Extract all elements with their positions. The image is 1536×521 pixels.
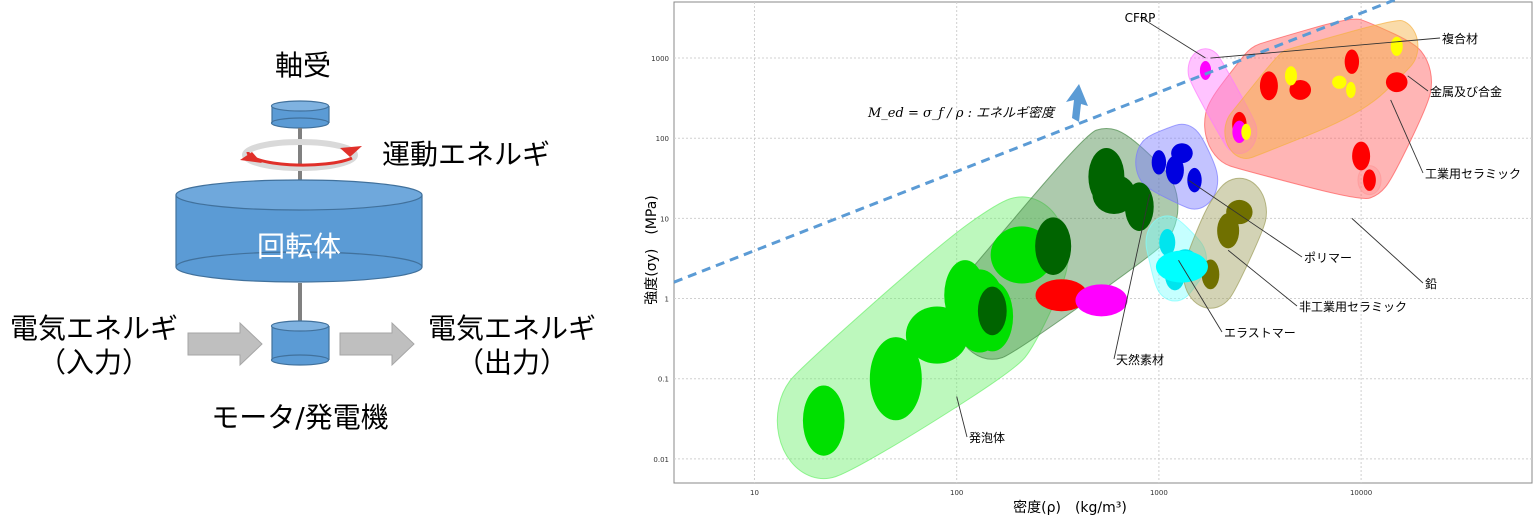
callout-leader (1113, 194, 1151, 360)
energy-density-label: M_ed = σ_f / ρ : エネルギ密度 (867, 105, 1056, 121)
callout-leader (1210, 37, 1441, 59)
output-energy-sublabel: （出力） (456, 346, 568, 379)
region-8 (1224, 19, 1419, 159)
y-tick-label: 1 (665, 296, 669, 304)
material-mark (1035, 217, 1072, 275)
callout-label: 複合材 (1442, 31, 1478, 46)
x-tick-label: 10 (750, 489, 759, 497)
material-mark (1199, 60, 1212, 80)
callout-label: エラストマー (1224, 326, 1296, 340)
material-mark (1289, 80, 1312, 100)
callout-label: 非工業用セラミック (1299, 300, 1407, 314)
callout-label: 金属及び合金 (1430, 84, 1502, 99)
rotor-body (175, 179, 423, 283)
material-mark (1241, 123, 1251, 140)
callout-leader (1178, 260, 1223, 333)
callout-leader (1139, 16, 1206, 59)
callout-leader (1227, 249, 1298, 307)
kinetic-energy-label: 運動エネルギ (382, 138, 550, 171)
material-mark (1165, 155, 1184, 185)
energy-density-line (673, 0, 1399, 284)
bearing-cylinder (270, 100, 330, 129)
motor-generator-label: モータ/発電機 (211, 401, 388, 434)
material-mark (1346, 81, 1356, 99)
material-mark (1385, 72, 1408, 93)
callout-leader (956, 396, 968, 438)
guide-line (673, 0, 1399, 284)
material-mark (1088, 147, 1125, 206)
callout-label: 天然素材 (1116, 352, 1164, 367)
y-tick-label: 100 (656, 135, 669, 143)
material-mark (1226, 199, 1253, 225)
bearing-label: 軸受 (275, 49, 331, 82)
material-mark (1332, 75, 1347, 89)
direction-arrow-icon (1066, 84, 1088, 122)
input-energy-sublabel: （入力） (38, 346, 150, 379)
material-mark (802, 385, 845, 456)
x-tick-label: 100 (950, 489, 963, 497)
y-axis-label: 強度(σy) (MPa) (644, 195, 660, 304)
material-mark (1284, 66, 1297, 86)
y-tick-label: 0.1 (658, 376, 669, 384)
callout-leader (1390, 99, 1424, 174)
flywheel-diagram: 軸受 運動エネルギ 回転体 電気エネルギ （入力） (10, 49, 596, 434)
material-mark (1171, 143, 1193, 164)
material-mark (869, 337, 922, 421)
material-mark (1187, 167, 1202, 193)
callout-label: CFRP (1125, 11, 1156, 25)
motor-cylinder (270, 320, 330, 366)
x-tick-label: 1000 (1150, 489, 1168, 497)
output-arrow-icon (339, 321, 415, 367)
material-regions (776, 18, 1432, 480)
axis-ticks: 10 100 1000 10000 0.01 0.1 1 10 100 1000 (651, 55, 1372, 497)
material-mark (1151, 150, 1167, 175)
material-mark (1124, 182, 1154, 231)
rotation-arrow-icon (240, 139, 362, 171)
material-mark (1363, 169, 1376, 191)
material-mark (977, 286, 1007, 336)
material-mark (1035, 279, 1088, 312)
material-mark (1159, 229, 1176, 256)
material-mark (1390, 36, 1403, 56)
material-mark (1344, 49, 1360, 74)
callouts: CFRP 複合材金属及び合金工業用セラミックポリマー鉛非工業用セラミックエラストマ… (956, 11, 1521, 445)
y-tick-label: 1000 (651, 55, 669, 63)
callout-leader (1188, 179, 1303, 258)
plot-frame (673, 1, 1533, 484)
rotor-label: 回転体 (257, 230, 341, 263)
material-mark (1075, 284, 1128, 317)
material-mark (1352, 141, 1371, 171)
callout-leader (1351, 218, 1424, 284)
y-tick-label: 10 (660, 215, 669, 223)
x-tick-label: 10000 (1350, 489, 1372, 497)
callout-label: 発泡体 (969, 431, 1005, 445)
callout-label: 工業用セラミック (1425, 167, 1521, 181)
material-marks (802, 36, 1408, 456)
material-mark (1259, 71, 1278, 101)
output-energy-label: 電気エネルギ (428, 312, 596, 345)
callout-label: 鉛 (1425, 277, 1437, 291)
ashby-chart: CFRP 複合材金属及び合金工業用セラミックポリマー鉛非工業用セラミックエラストマ… (644, 0, 1533, 516)
callout-label: ポリマー (1304, 251, 1352, 265)
input-energy-label: 電気エネルギ (10, 312, 178, 345)
y-tick-label: 0.01 (653, 456, 669, 464)
x-axis-label: 密度(ρ) (kg/m³) (1013, 499, 1127, 516)
callout-leader (1407, 75, 1429, 92)
input-arrow-icon (187, 321, 263, 367)
